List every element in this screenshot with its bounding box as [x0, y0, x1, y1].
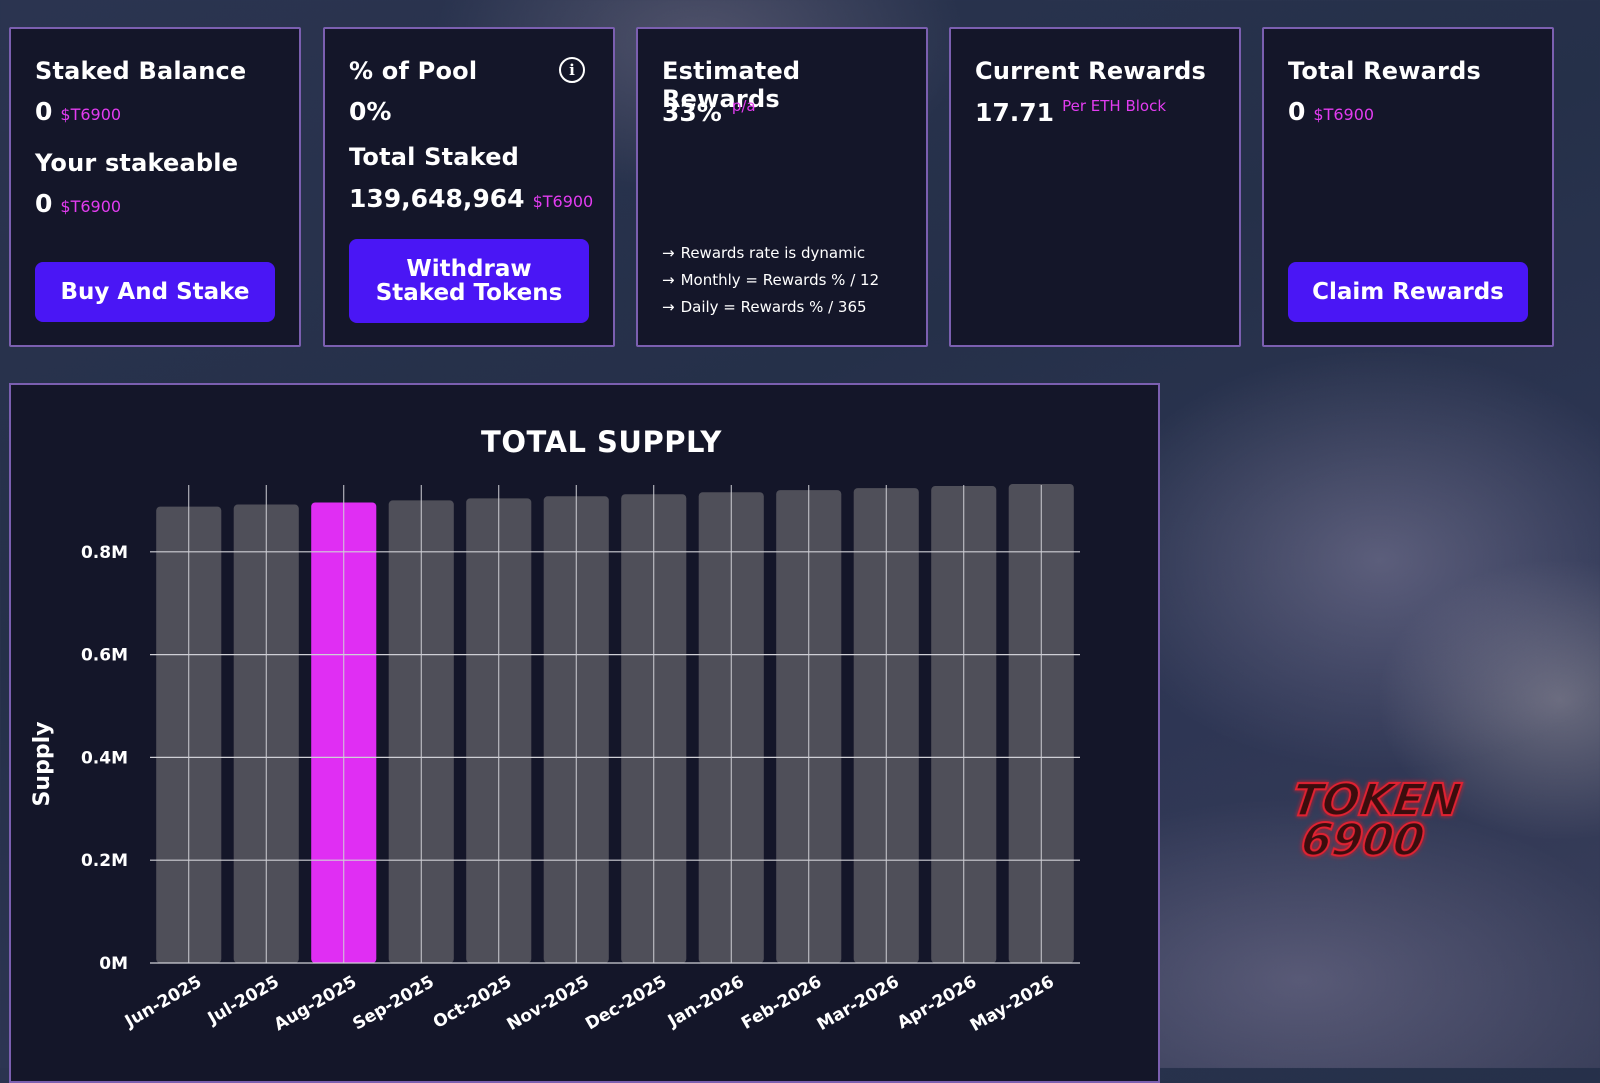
arrow-right-icon: →: [662, 244, 675, 262]
claim-rewards-button[interactable]: Claim Rewards: [1288, 262, 1528, 322]
x-tick-label: Oct-2025: [430, 972, 515, 1033]
staked-balance-value: 0 $T6900: [35, 97, 121, 126]
staked-balance-title: Staked Balance: [35, 57, 247, 85]
y-tick-label: 0.4M: [81, 748, 128, 768]
staked-balance-unit: $T6900: [60, 105, 122, 124]
estimated-rewards-card: Estimated Rewards 33% p/a → Rewards rate i…: [636, 27, 928, 347]
current-rewards-amount: 17.71: [975, 98, 1055, 127]
token6900-logo: TOKEN 6900: [1288, 775, 1465, 865]
stakeable-amount: 0: [35, 189, 53, 218]
total-rewards-unit: $T6900: [1313, 105, 1375, 124]
total-rewards-card: Total Rewards 0 $T6900 Claim Rewards: [1262, 27, 1554, 347]
total-staked-unit: $T6900: [532, 192, 594, 211]
arrow-right-icon: →: [662, 271, 675, 289]
total-staked-label: Total Staked: [349, 143, 520, 171]
x-tick-label: Apr-2026: [894, 972, 980, 1033]
x-tick-label: Dec-2025: [582, 972, 670, 1034]
estimated-rewards-unit: p/a: [731, 97, 756, 115]
note-daily-text: Daily = Rewards % / 365: [680, 298, 867, 316]
y-tick-label: 0.2M: [81, 851, 128, 871]
arrow-right-icon: →: [662, 298, 675, 316]
estimated-rewards-percent: 33%: [662, 98, 722, 127]
x-tick-label: Aug-2025: [271, 972, 361, 1035]
chart-title: TOTAL SUPPLY: [481, 425, 722, 459]
pool-value: 0%: [349, 97, 392, 126]
total-rewards-amount: 0: [1288, 97, 1306, 126]
logo-text-line2: 6900: [1298, 815, 1428, 865]
stakeable-value: 0 $T6900: [35, 189, 121, 218]
x-tick-label: Mar-2026: [814, 972, 903, 1035]
x-tick-label: Sep-2025: [350, 972, 438, 1034]
y-axis-label: Supply: [30, 722, 55, 807]
total-staked-amount: 139,648,964: [349, 184, 525, 213]
total-staked-value: 139,648,964 $T6900: [349, 184, 593, 213]
x-tick-label: Jul-2025: [204, 972, 283, 1029]
withdraw-line1: Withdraw: [406, 256, 532, 282]
total-supply-chart: 0M 0.2M 0.4M 0.6M 0.8M Jun-2025 Jul-2025Aug-20…: [30, 483, 1080, 1036]
staked-balance-amount: 0: [35, 97, 53, 126]
y-tick-label: 0.8M: [81, 543, 128, 563]
x-tick-label: Nov-2025: [504, 972, 593, 1035]
stakeable-unit: $T6900: [60, 197, 122, 216]
pool-title: % of Pool: [349, 57, 478, 85]
pool-card: % of Pool i 0% Total Staked 139,648,964 $…: [323, 27, 615, 347]
logo-text-line1: TOKEN: [1289, 775, 1464, 826]
x-tick-label: Jan-2026: [664, 972, 748, 1032]
total-supply-chart-panel: TOTAL SUPPLY 0M 0.2M 0.4M 0.6M 0.8M Jun-2025 J…: [9, 383, 1160, 1083]
withdraw-staked-tokens-button[interactable]: Withdraw Staked Tokens: [349, 239, 589, 323]
withdraw-line2: Staked Tokens: [375, 280, 563, 306]
total-rewards-title: Total Rewards: [1288, 57, 1481, 85]
y-tick-label: 0.6M: [81, 646, 128, 666]
current-rewards-value: 17.71 Per ETH Block: [975, 97, 1166, 127]
total-rewards-value: 0 $T6900: [1288, 97, 1374, 126]
current-rewards-unit: Per ETH Block: [1062, 97, 1167, 115]
y-tick-label: 0M: [99, 954, 128, 974]
x-tick-label: Feb-2026: [738, 972, 825, 1034]
current-rewards-card: Current Rewards 17.71 Per ETH Block: [949, 27, 1241, 347]
x-tick-label: May-2026: [967, 972, 1058, 1036]
stakeable-label: Your stakeable: [35, 149, 239, 177]
info-icon[interactable]: i: [559, 57, 585, 83]
note-dynamic-text: Rewards rate is dynamic: [680, 244, 866, 262]
buy-and-stake-button[interactable]: Buy And Stake: [35, 262, 275, 322]
estimated-rewards-value: 33% p/a: [662, 97, 756, 127]
x-tick-label: Jun-2025: [121, 972, 205, 1032]
current-rewards-title: Current Rewards: [975, 57, 1206, 85]
note-monthly-text: Monthly = Rewards % / 12: [680, 271, 880, 289]
note-monthly: → Monthly = Rewards % / 12: [662, 271, 879, 289]
note-dynamic: → Rewards rate is dynamic: [662, 244, 865, 262]
estimated-rewards-title: Estimated Rewards: [662, 57, 801, 113]
note-daily: → Daily = Rewards % / 365: [662, 298, 867, 316]
staked-balance-card: Staked Balance 0 $T6900 Your stakeable 0 $…: [9, 27, 301, 347]
